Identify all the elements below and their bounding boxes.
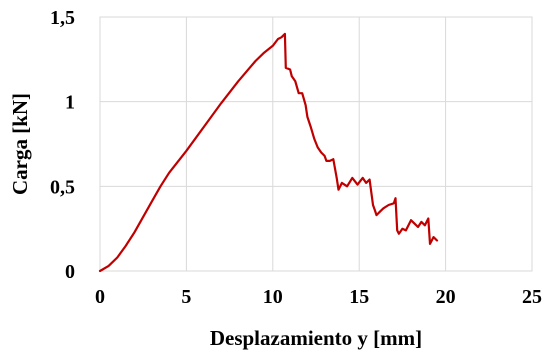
y-tick-label: 1 <box>65 92 75 114</box>
y-axis-title: Carga [kN] <box>8 93 32 195</box>
x-tick-label: 20 <box>436 286 456 308</box>
series-line <box>98 32 439 273</box>
y-tick-label: 0 <box>65 261 75 283</box>
x-axis-ticks: 0 5 10 15 20 25 <box>95 286 542 308</box>
x-tick-label: 10 <box>263 286 283 308</box>
x-tick-label: 0 <box>95 286 105 308</box>
x-axis-title: Desplazamiento y [mm] <box>210 326 422 350</box>
x-tick-label: 5 <box>181 286 191 308</box>
x-tick-label: 15 <box>349 286 369 308</box>
x-tick-label: 25 <box>522 286 542 308</box>
y-axis-ticks: 0 0,5 1 1,5 <box>50 7 75 283</box>
series-layer <box>98 32 439 273</box>
plot-frame <box>99 16 533 272</box>
y-tick-label: 0,5 <box>50 176 75 198</box>
y-tick-label: 1,5 <box>50 7 75 29</box>
